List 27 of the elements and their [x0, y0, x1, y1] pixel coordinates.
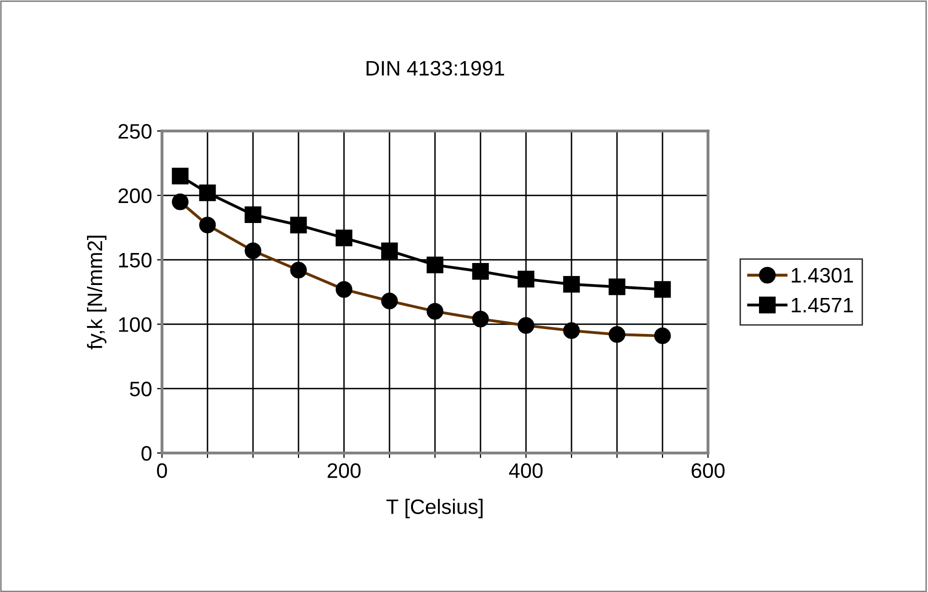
point	[199, 184, 216, 202]
y-tick-label: 150	[119, 252, 152, 268]
point	[608, 278, 626, 296]
point	[563, 276, 580, 293]
y-tick-label: 200	[118, 188, 152, 204]
point	[244, 206, 262, 224]
chart-title: DIN 4133:1991	[366, 60, 504, 76]
point	[472, 263, 489, 280]
y-tick-label: 100	[119, 317, 152, 332]
y-tick-label: 250	[118, 124, 152, 139]
y-axis-title: fy,k [N/mm2]	[86, 236, 106, 350]
x-tick-label: 0	[157, 463, 167, 478]
legend-label: 1.4571	[792, 298, 853, 313]
y-tick-label: 50	[130, 382, 152, 396]
point	[290, 216, 307, 234]
x-axis-title: T [Celsius]	[386, 498, 483, 518]
point	[654, 281, 671, 298]
point	[172, 168, 189, 184]
x-tick-label: 600	[692, 463, 725, 478]
x-tick-label: 200	[328, 463, 361, 478]
point	[381, 242, 398, 260]
legend-label: 1.4301	[792, 268, 853, 283]
point	[336, 230, 352, 246]
point	[426, 256, 444, 274]
y-tick-label: 0	[142, 446, 152, 461]
x-tick-label: 400	[509, 463, 543, 478]
point	[518, 270, 534, 288]
